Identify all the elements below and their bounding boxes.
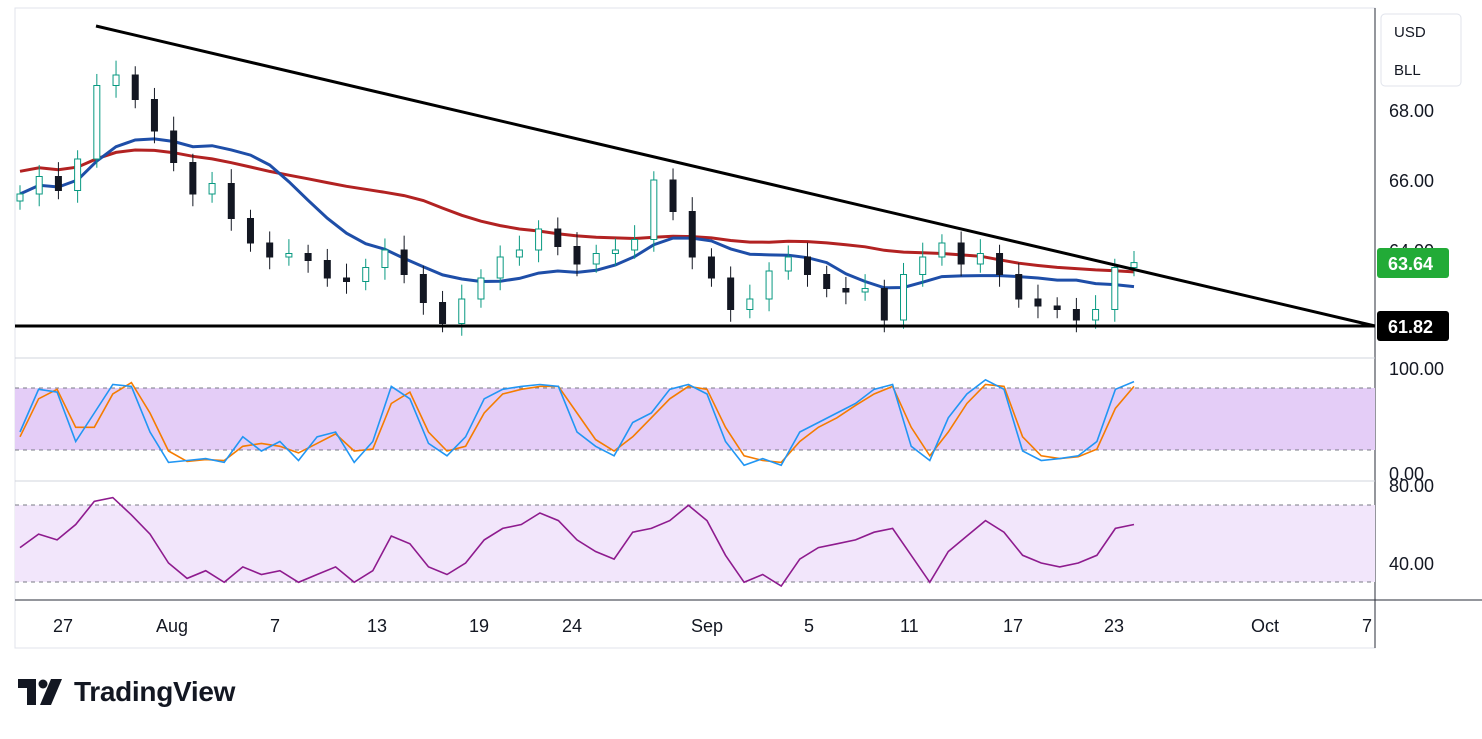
candle-body — [208, 183, 216, 195]
candle-body — [1053, 305, 1061, 310]
time-label-13: 13 — [367, 616, 387, 636]
candle-body — [803, 256, 811, 275]
candle-body — [823, 274, 831, 289]
candle-body — [1015, 274, 1023, 300]
candle-body — [1130, 262, 1138, 269]
time-label-19: 19 — [469, 616, 489, 636]
rsi-line — [19, 496, 1135, 588]
unit-label: BLL — [1394, 62, 1421, 79]
time-label-24: 24 — [562, 616, 582, 636]
price-tick-68: 68.00 — [1389, 101, 1434, 121]
tradingview-logo[interactable]: TradingView — [18, 676, 235, 708]
candle-body — [343, 277, 351, 282]
candle-body — [477, 277, 485, 300]
candle-body — [285, 253, 293, 258]
candle-body — [1034, 298, 1042, 307]
stoch-d-line — [19, 381, 1135, 464]
candles — [16, 60, 1138, 336]
candle-body — [400, 249, 408, 275]
candle-body — [996, 253, 1004, 275]
candle-body — [765, 270, 773, 300]
candle-body — [419, 274, 427, 303]
candle-body — [938, 242, 946, 258]
candle-body — [784, 256, 792, 272]
candle-body — [362, 267, 370, 282]
candle-body — [554, 228, 562, 247]
currency-label: USD — [1394, 24, 1426, 41]
candle-body — [304, 253, 312, 261]
time-label-7: 7 — [270, 616, 280, 636]
candle-body — [227, 183, 235, 219]
time-label-sep: Sep — [691, 616, 723, 636]
currency-box — [1380, 13, 1462, 87]
candle-body — [35, 176, 43, 195]
candle-body — [439, 302, 447, 324]
candle-body — [611, 249, 619, 254]
candle-body — [861, 288, 869, 293]
candle-body — [919, 256, 927, 275]
candle-body — [93, 85, 101, 160]
time-axis: 27 Aug 7 13 19 24 Sep 5 11 17 23 Oct 7 — [53, 616, 1372, 636]
candle-body — [515, 249, 523, 258]
candle-body — [707, 256, 715, 279]
rsi-tick-80: 80.00 — [1389, 476, 1434, 496]
time-label-27: 27 — [53, 616, 73, 636]
candle-body — [246, 218, 254, 244]
candle-body — [381, 249, 389, 268]
candle-body — [112, 74, 120, 86]
rsi-line-group — [19, 496, 1135, 588]
candle-body — [957, 242, 965, 265]
candle-body — [746, 298, 754, 310]
candle-body — [1092, 309, 1100, 321]
candle-body — [496, 256, 504, 279]
candle-body — [1111, 267, 1119, 310]
candle-body — [323, 260, 331, 279]
candle-body — [727, 277, 735, 310]
stoch-tick-100: 100.00 — [1389, 359, 1444, 379]
candle-body — [54, 176, 62, 191]
time-label-7b: 7 — [1362, 616, 1372, 636]
tradingview-wordmark: TradingView — [74, 676, 236, 707]
candle-body — [458, 298, 466, 324]
candle-body — [592, 253, 600, 265]
time-label-oct: Oct — [1251, 616, 1279, 636]
candle-body — [842, 288, 850, 293]
time-label-11: 11 — [900, 616, 919, 636]
tradingview-logo-icon — [18, 679, 64, 705]
candle-body — [669, 179, 677, 212]
support-badge — [1377, 311, 1449, 341]
candle-body — [650, 179, 658, 240]
time-label-aug: Aug — [156, 616, 188, 636]
time-label-17: 17 — [1003, 616, 1023, 636]
candle-body — [535, 228, 543, 251]
candle-body — [900, 274, 908, 321]
candle-body — [16, 193, 24, 202]
candle-body — [189, 162, 197, 195]
candle-body — [688, 211, 696, 258]
stoch-lines — [19, 378, 1135, 467]
time-label-23: 23 — [1104, 616, 1124, 636]
candle-body — [266, 242, 274, 258]
rsi-tick-40: 40.00 — [1389, 554, 1434, 574]
candle-body — [1072, 309, 1080, 321]
price-tick-66: 66.00 — [1389, 171, 1434, 191]
candle-body — [170, 130, 178, 163]
stoch-band — [15, 388, 1375, 450]
candle-body — [74, 158, 82, 191]
support-value: 61.82 — [1388, 317, 1433, 337]
candle-body — [880, 288, 888, 321]
candle-body — [131, 74, 139, 100]
stoch-k-line — [19, 378, 1135, 467]
stoch-tick-0: 0.00 — [1389, 464, 1424, 484]
rsi-band — [15, 505, 1375, 582]
last-price-badge — [1377, 248, 1449, 278]
last-price-value: 63.64 — [1388, 254, 1433, 274]
time-label-5: 5 — [804, 616, 814, 636]
descending-trendline — [95, 24, 1376, 328]
candle-body — [976, 253, 984, 265]
candle-body — [150, 99, 158, 132]
candle-body — [573, 246, 581, 265]
candle-body — [631, 239, 639, 251]
